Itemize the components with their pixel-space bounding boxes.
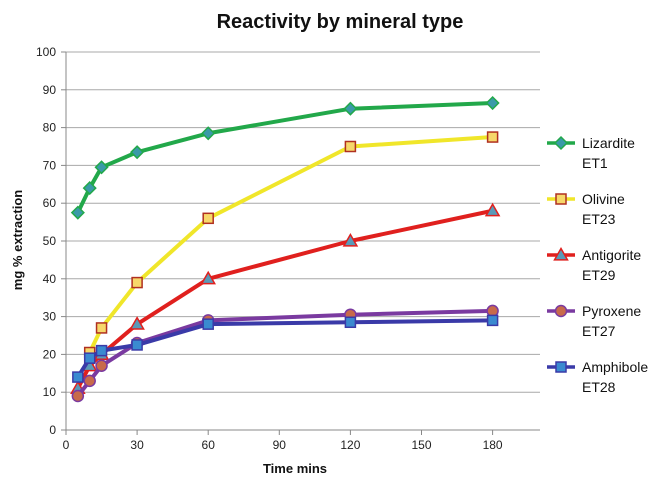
data-point <box>82 181 97 196</box>
x-tick-label: 150 <box>411 438 431 452</box>
x-tick-label: 90 <box>273 438 287 452</box>
data-point <box>484 202 501 217</box>
legend-label: Olivine <box>582 191 625 207</box>
legend-item: Lizardite ET1 <box>547 135 635 171</box>
legend-marker <box>553 135 569 151</box>
data-point <box>486 314 499 327</box>
data-point <box>202 318 214 330</box>
x-axis-label: Time mins <box>263 461 327 476</box>
data-point <box>343 101 358 116</box>
data-point <box>201 126 216 141</box>
legend-item: Amphibole ET28 <box>547 359 648 395</box>
axes <box>61 51 540 435</box>
data-point <box>70 205 85 220</box>
data-point <box>129 316 145 330</box>
x-tick-label: 30 <box>130 438 144 452</box>
legend: Lizardite ET1 Olivine ET23 Antigorite ET29 Pyr… <box>547 135 648 395</box>
legend-marker <box>555 193 567 205</box>
data-point <box>202 212 214 225</box>
chart-title: Reactivity by mineral type <box>217 11 464 33</box>
y-tick-label: 40 <box>43 272 57 286</box>
legend-marker <box>555 361 567 373</box>
y-tick-label: 70 <box>43 158 57 172</box>
y-tick-label: 50 <box>43 234 57 248</box>
data-point <box>485 95 500 111</box>
legend-item: Pyroxene ET27 <box>547 303 641 339</box>
data-point <box>131 276 143 289</box>
data-point <box>94 160 109 175</box>
series-3 <box>70 202 501 395</box>
y-tick-label: 30 <box>43 310 57 324</box>
legend-label: Lizardite <box>582 135 635 151</box>
y-tick-label: 80 <box>43 121 57 135</box>
data-point <box>486 131 499 143</box>
legend-item: Olivine ET23 <box>547 191 625 227</box>
x-tick-label: 120 <box>340 438 360 452</box>
y-tick-label: 20 <box>43 347 57 361</box>
data-point <box>71 389 85 403</box>
data-point <box>200 270 216 285</box>
data-point <box>344 316 357 329</box>
series-1 <box>70 95 500 220</box>
series-line <box>76 101 493 214</box>
data-point <box>83 352 96 364</box>
series-group <box>70 95 501 403</box>
legend-label: Pyroxene <box>582 303 641 319</box>
data-point <box>83 374 96 388</box>
data-point <box>344 140 357 153</box>
y-tick-label: 90 <box>43 83 57 97</box>
gridlines <box>66 51 540 393</box>
legend-label: Amphibole <box>582 359 648 375</box>
y-axis-label: mg % extraction <box>10 190 25 290</box>
data-point <box>131 339 143 351</box>
legend-label: ET28 <box>582 379 616 395</box>
x-tick-label: 180 <box>483 438 503 452</box>
data-point <box>72 371 84 383</box>
x-tick-labels: 0 30 60 90 120 150 180 <box>63 438 503 452</box>
data-point <box>95 344 108 357</box>
series-5 <box>72 314 499 383</box>
series-line <box>76 208 494 390</box>
legend-marker <box>553 246 569 261</box>
data-point <box>342 232 359 247</box>
y-tick-label: 0 <box>49 423 56 437</box>
legend-marker <box>554 304 568 318</box>
y-tick-label: 60 <box>43 196 57 210</box>
data-point <box>130 145 145 160</box>
y-tick-label: 100 <box>36 45 56 59</box>
y-tick-label: 10 <box>43 385 57 399</box>
data-point <box>95 322 108 334</box>
data-point <box>95 359 108 372</box>
x-tick-label: 60 <box>202 438 216 452</box>
legend-label: Antigorite <box>582 247 641 263</box>
x-tick-label: 0 <box>63 438 70 452</box>
legend-label: ET29 <box>582 267 616 283</box>
legend-label: ET1 <box>582 155 608 171</box>
legend-label: ET23 <box>582 211 616 227</box>
legend-label: ET27 <box>582 323 616 339</box>
legend-item: Antigorite ET29 <box>547 246 641 283</box>
y-tick-labels: 0 10 20 30 40 50 60 70 80 90 100 <box>36 45 56 437</box>
